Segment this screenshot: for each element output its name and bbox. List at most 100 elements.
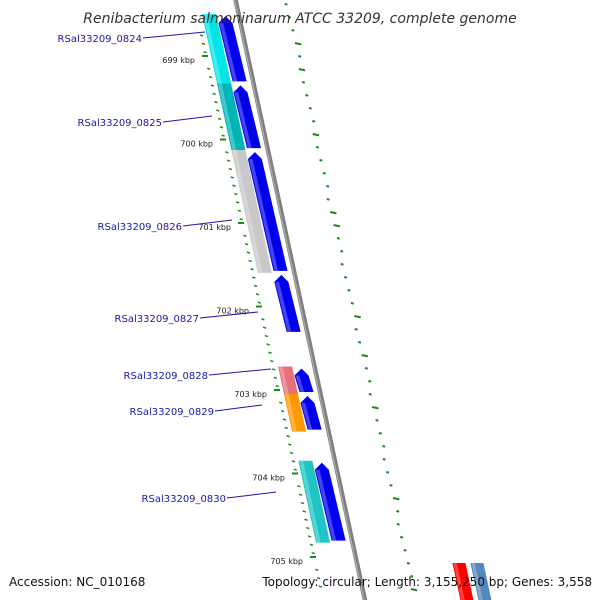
scale-minor-tick bbox=[307, 535, 312, 538]
gc-skew-dash bbox=[347, 289, 351, 292]
cog-band-RSal33209_0825-highlight bbox=[218, 83, 237, 151]
scale-minor-tick bbox=[234, 192, 238, 196]
map-title: Renibacterium salmoninarum ATCC 33209, c… bbox=[83, 11, 516, 27]
gene-label-RSal33209_0826[interactable]: RSal33209_0826 bbox=[98, 222, 182, 233]
cog-band-RSal33209_0831-highlight bbox=[453, 563, 465, 600]
scale-minor-tick bbox=[280, 409, 285, 413]
gene-label-RSal33209_0824[interactable]: RSal33209_0824 bbox=[58, 34, 142, 45]
gene-label-leader bbox=[182, 219, 233, 227]
gc-skew-dash bbox=[329, 211, 337, 215]
cds-arrow-RSal33209_0824-highlight bbox=[219, 23, 238, 82]
scale-minor-tick bbox=[208, 75, 213, 79]
cds-arrow-RSal33209_0824[interactable] bbox=[218, 16, 247, 82]
gc-skew-dash bbox=[406, 562, 410, 565]
gc-skew-dash bbox=[354, 315, 361, 319]
scale-tick-label: 705 kbp bbox=[270, 557, 303, 566]
scale-minor-tick bbox=[252, 276, 256, 279]
gc-skew-dash bbox=[350, 302, 354, 305]
scale-minor-tick bbox=[271, 368, 276, 371]
cog-band-RSal33209_0830-highlight bbox=[299, 460, 321, 543]
gc-skew-dash bbox=[396, 510, 400, 513]
scale-minor-tick bbox=[212, 92, 216, 96]
scale-minor-tick bbox=[302, 510, 306, 513]
scale-minor-tick bbox=[217, 117, 222, 121]
scale-minor-tick bbox=[284, 426, 288, 430]
gene-label-RSal33209_0828[interactable]: RSal33209_0828 bbox=[124, 371, 208, 382]
gc-skew-dash bbox=[312, 120, 316, 123]
gene-label-leader bbox=[142, 31, 206, 39]
scale-minor-tick bbox=[228, 167, 233, 171]
scale-minor-tick bbox=[203, 50, 207, 54]
gc-skew-dash bbox=[340, 263, 344, 266]
gene-label-RSal33209_0825[interactable]: RSal33209_0825 bbox=[78, 118, 162, 129]
gc-skew-dash bbox=[396, 523, 400, 526]
accession-text: Accession: NC_010168 bbox=[9, 575, 145, 589]
gc-skew-dash bbox=[294, 42, 302, 46]
scale-minor-tick bbox=[270, 359, 274, 363]
gc-skew-dash bbox=[298, 68, 306, 72]
scale-minor-tick bbox=[246, 251, 251, 254]
gc-skew-dash bbox=[364, 367, 368, 370]
gc-skew-dash bbox=[305, 94, 309, 97]
cog-band-RSal33209_0828-highlight bbox=[279, 366, 289, 394]
gc-skew-dash bbox=[301, 81, 306, 84]
gc-skew-dash bbox=[400, 536, 404, 539]
gc-skew-dash bbox=[371, 406, 379, 410]
scale-minor-tick bbox=[306, 526, 310, 530]
scale-tick-label: 703 kbp bbox=[234, 390, 267, 399]
scale-minor-tick bbox=[304, 518, 308, 521]
gc-skew-dash bbox=[312, 133, 320, 137]
scale-minor-tick bbox=[291, 460, 296, 463]
cds-arrow-RSal33209_0826[interactable] bbox=[247, 152, 288, 271]
scale-tick-label: 701 kbp bbox=[198, 223, 231, 232]
gene-label-RSal33209_0829[interactable]: RSal33209_0829 bbox=[130, 407, 214, 418]
scale-minor-tick bbox=[243, 234, 247, 238]
gc-skew-dash bbox=[368, 380, 372, 383]
gc-skew-dash bbox=[410, 575, 414, 578]
backbone-line bbox=[233, 0, 368, 600]
scale-minor-tick bbox=[199, 34, 204, 37]
scale-minor-tick bbox=[279, 401, 283, 405]
scale-minor-tick bbox=[273, 376, 278, 380]
gc-skew-dash bbox=[386, 471, 390, 474]
scale-minor-tick bbox=[201, 42, 206, 46]
gc-skew-dash bbox=[340, 250, 344, 253]
scale-minor-tick bbox=[316, 576, 321, 580]
scale-minor-tick bbox=[311, 551, 315, 555]
gc-skew-dash bbox=[333, 224, 341, 228]
scale-minor-tick bbox=[230, 176, 234, 179]
scale-ticks: 699 kbp 700 kbp 701 kbp 702 kbp 703 kbp 704 k… bbox=[162, 34, 323, 588]
backbone-highlight bbox=[234, 0, 365, 600]
scale-minor-tick bbox=[309, 543, 314, 547]
gene-label-RSal33209_0830[interactable]: RSal33209_0830 bbox=[142, 494, 226, 505]
gene-label-leader bbox=[226, 491, 277, 499]
scale-tick-label: 700 kbp bbox=[180, 140, 213, 149]
scale-minor-tick bbox=[253, 284, 258, 288]
cds-arrow-RSal33209_0830[interactable] bbox=[314, 462, 346, 541]
gc-skew-dash bbox=[357, 341, 362, 344]
scale-minor-tick bbox=[300, 501, 305, 505]
scale-minor-tick bbox=[266, 343, 270, 346]
cds-arrow-RSal33209_0829[interactable] bbox=[300, 396, 322, 430]
scale-minor-tick bbox=[262, 326, 267, 329]
cds-arrow-RSal33209_0825[interactable] bbox=[233, 85, 262, 149]
cog-band-RSal33209_0824-highlight bbox=[203, 14, 222, 84]
gene-label-leader bbox=[199, 311, 259, 319]
cds-arrow-RSal33209_0827[interactable] bbox=[274, 274, 301, 332]
scale-tick-label: 702 kbp bbox=[216, 307, 249, 316]
cog-band-RSal33209_0826-highlight bbox=[232, 150, 263, 273]
scale-minor-tick bbox=[216, 109, 220, 112]
scale-minor-tick bbox=[225, 151, 229, 154]
scale-minor-tick bbox=[264, 334, 269, 338]
cog-category-track bbox=[202, 14, 492, 600]
scale-minor-tick bbox=[286, 435, 290, 438]
gc-skew-dash bbox=[361, 354, 369, 358]
cds-arrow-RSal33209_0827-highlight bbox=[275, 281, 292, 332]
gc-skew-dash bbox=[284, 3, 288, 6]
gc-skew-track bbox=[284, 3, 418, 592]
gc-skew-dash bbox=[322, 172, 326, 175]
gc-skew-dash bbox=[336, 237, 340, 240]
gc-skew-dash bbox=[298, 55, 302, 58]
gene-label-RSal33209_0827[interactable]: RSal33209_0827 bbox=[115, 314, 199, 325]
